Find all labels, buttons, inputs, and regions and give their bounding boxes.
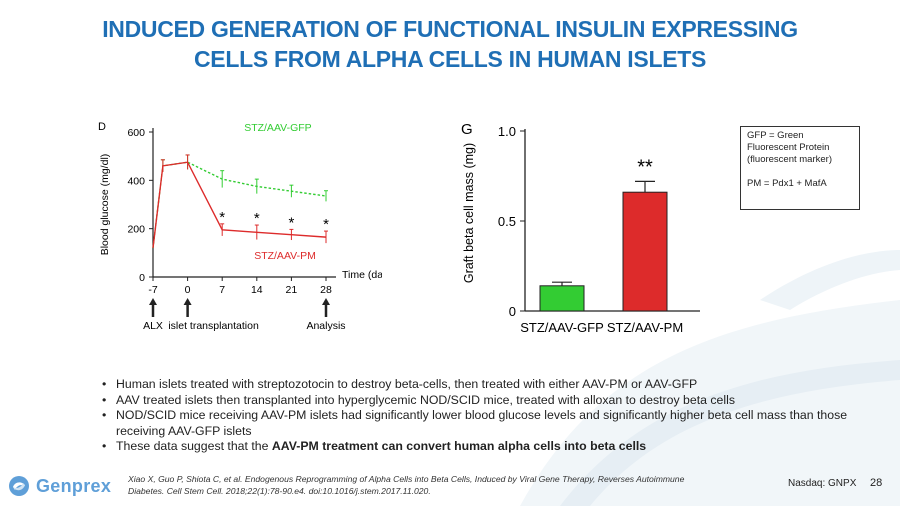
bar-pm: [622, 191, 668, 312]
slide-title: INDUCED GENERATION OF FUNCTIONAL INSULIN…: [20, 14, 880, 74]
citation-line-2: Diabetes. Cell Stem Cell. 2018;22(1):78-…: [128, 486, 431, 496]
y-tick-label: 200: [127, 224, 145, 236]
abbr-line-2: Fluorescent Protein: [747, 142, 830, 153]
citation-line-1: Xiao X, Guo P, Shiota C, et al. Endogeno…: [128, 474, 685, 484]
series-label: STZ/AAV-PM: [254, 250, 316, 262]
event-arrow-head: [322, 298, 330, 305]
y-axis-label: Graft beta cell mass (mg): [462, 143, 476, 283]
genprex-logo-icon: [9, 476, 29, 496]
citation: Xiao X, Guo P, Shiota C, et al. Endogeno…: [128, 473, 778, 497]
title-line-2: CELLS FROM ALPHA CELLS IN HUMAN ISLETS: [193, 46, 707, 72]
event-arrow-head: [149, 298, 157, 305]
significance-star: *: [254, 210, 260, 227]
series-label: STZ/AAV-GFP: [244, 122, 311, 134]
y-tick-label: 400: [127, 175, 145, 187]
x-tick-label: 14: [251, 284, 263, 296]
event-label: Analysis: [306, 320, 345, 332]
genprex-logo: Genprex: [8, 474, 111, 498]
bullet-4-prefix: These data suggest that the: [116, 439, 272, 453]
x-tick-label: -7: [148, 284, 157, 296]
abbr-line-1: GFP = Green: [747, 130, 804, 141]
summary-bullets: Human islets treated with streptozotocin…: [98, 377, 858, 455]
significance-star: *: [219, 209, 225, 226]
bullet-2: AAV treated islets then transplanted int…: [98, 393, 858, 409]
bullet-4: These data suggest that the AAV-PM treat…: [98, 439, 858, 455]
title-line-1: INDUCED GENERATION OF FUNCTIONAL INSULIN…: [102, 16, 798, 42]
bar-gfp: [539, 285, 585, 312]
category-label: STZ/AAV-GFP: [520, 320, 604, 335]
beta-cell-mass-bar-chart: G Graft beta cell mass (mg) 0 0.5 1.0 STZ/AAV…: [461, 121, 700, 335]
y-axis-label: Blood glucose (mg/dl): [99, 154, 111, 256]
panel-label-g: G: [461, 121, 473, 138]
y-tick-label: 1.0: [498, 124, 516, 139]
event-label: ALX: [143, 320, 163, 332]
significance-mark: **: [637, 156, 653, 178]
page-number: 28: [870, 477, 883, 489]
bullet-1: Human islets treated with streptozotocin…: [98, 377, 858, 393]
event-arrow-head: [183, 298, 192, 305]
x-tick-label: 21: [286, 284, 298, 296]
ticker-label: Nasdaq: GNPX: [788, 478, 857, 489]
bullet-3: NOD/SCID mice receiving AAV-PM islets ha…: [98, 408, 858, 439]
significance-star: *: [288, 214, 294, 231]
category-label: STZ/AAV-PM: [607, 320, 683, 335]
significance-star: *: [323, 216, 329, 233]
x-tick-label: 0: [185, 284, 191, 296]
y-tick-label: 0: [139, 272, 145, 284]
x-axis-label: Time (day): [342, 269, 382, 281]
y-tick-label: 0: [509, 304, 516, 319]
abbreviation-box: GFP = Green Fluorescent Protein (fluores…: [740, 126, 860, 210]
series-line-pm: [152, 161, 327, 249]
abbr-line-4: PM = Pdx1 + MafA: [747, 178, 827, 189]
bullet-4-bold: AAV-PM treatment can convert human alpha…: [271, 439, 647, 453]
logo-text: Genprex: [36, 475, 112, 496]
x-tick-label: 7: [219, 284, 225, 296]
y-tick-label: 0.5: [498, 214, 516, 229]
y-tick-label: 600: [127, 127, 145, 139]
panel-label-d: D: [98, 121, 106, 133]
x-tick-label: 28: [320, 284, 332, 296]
abbr-line-3: (fluorescent marker): [747, 154, 832, 165]
event-label: islet transplantation: [168, 320, 259, 332]
